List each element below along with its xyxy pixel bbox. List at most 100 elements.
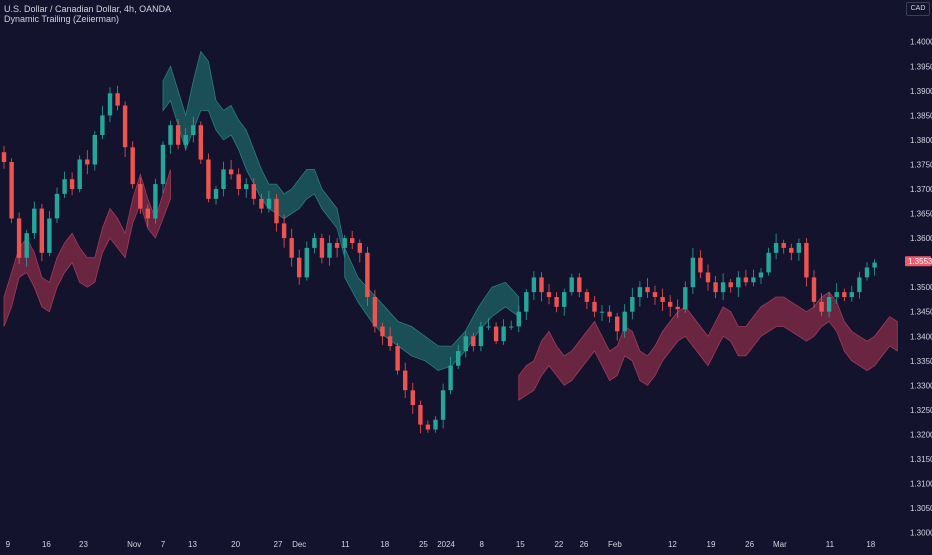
candle bbox=[62, 171, 67, 198]
candle bbox=[864, 262, 870, 281]
candle bbox=[418, 400, 423, 434]
chart-legend: U.S. Dollar / Canadian Dollar, 4h, OANDA… bbox=[4, 4, 171, 24]
symbol-title[interactable]: U.S. Dollar / Canadian Dollar, 4h, OANDA bbox=[4, 4, 172, 14]
price-tick-label: 1.39500 bbox=[910, 62, 932, 71]
candle bbox=[872, 259, 877, 276]
last-price-label: 1.35530 bbox=[908, 257, 932, 266]
indicator-title[interactable]: Dynamic Trailing (Zeiierman) bbox=[4, 14, 120, 24]
lower-trailing-band-segment-2 bbox=[518, 291, 898, 401]
candle bbox=[266, 190, 272, 213]
candle bbox=[811, 270, 817, 308]
candle bbox=[77, 155, 82, 193]
candle bbox=[569, 273, 574, 296]
candle bbox=[9, 158, 14, 224]
candle bbox=[516, 305, 521, 333]
candle bbox=[758, 268, 764, 284]
candle bbox=[69, 172, 75, 196]
time-axis[interactable]: 9 16 23 Nov 7 13 20 27 Dec 11 18 25 2024 8 15 22 26 Feb 12… bbox=[6, 540, 876, 549]
candle bbox=[425, 420, 431, 433]
price-tick-label: 1.31000 bbox=[910, 480, 932, 489]
time-tick-label: 18 bbox=[866, 540, 875, 549]
candle bbox=[842, 288, 847, 302]
candle bbox=[539, 272, 544, 302]
time-tick-label: 9 bbox=[6, 540, 11, 549]
candle bbox=[599, 305, 605, 321]
candle bbox=[168, 120, 173, 154]
lower-trailing-band-segment-1 bbox=[3, 169, 171, 327]
candle bbox=[334, 238, 340, 258]
candle bbox=[834, 283, 839, 304]
candle bbox=[826, 291, 832, 318]
price-tick-label: 1.35000 bbox=[910, 283, 932, 292]
candle bbox=[637, 281, 643, 307]
candle bbox=[100, 105, 105, 140]
candle bbox=[615, 312, 620, 341]
candle bbox=[350, 231, 355, 249]
price-tick-label: 1.33000 bbox=[910, 381, 932, 390]
candle bbox=[433, 416, 438, 433]
time-tick-label: Feb bbox=[608, 540, 622, 549]
candle bbox=[1, 145, 7, 169]
trailing-bands bbox=[3, 50, 898, 401]
candle bbox=[577, 273, 582, 298]
price-axis[interactable]: 1.40000 1.39500 1.39000 1.38500 1.38000 1.375… bbox=[905, 38, 932, 538]
candle bbox=[54, 187, 60, 223]
candle bbox=[698, 250, 703, 279]
candle bbox=[312, 232, 317, 254]
candle bbox=[592, 295, 597, 318]
upper-trailing-band-segment-1 bbox=[162, 50, 346, 258]
candle bbox=[819, 293, 824, 316]
candle bbox=[607, 305, 612, 323]
currency-label[interactable]: CAD bbox=[906, 2, 930, 16]
candle bbox=[804, 238, 809, 287]
candle bbox=[524, 289, 529, 320]
candle bbox=[668, 295, 673, 317]
candle bbox=[138, 177, 143, 214]
candle bbox=[705, 264, 711, 291]
price-tick-label: 1.37500 bbox=[910, 161, 932, 170]
candle bbox=[357, 239, 362, 263]
time-tick-label: 19 bbox=[707, 540, 716, 549]
price-tick-label: 1.34500 bbox=[910, 308, 932, 317]
time-tick-label: 25 bbox=[419, 540, 428, 549]
candle bbox=[274, 194, 279, 232]
candle bbox=[259, 194, 264, 214]
candle bbox=[122, 101, 128, 157]
candle bbox=[773, 233, 779, 260]
candle bbox=[766, 247, 771, 276]
candle bbox=[228, 159, 234, 180]
price-tick-label: 1.39000 bbox=[910, 87, 932, 96]
candle bbox=[39, 203, 44, 262]
time-tick-label: 11 bbox=[826, 540, 835, 549]
candle bbox=[206, 153, 211, 203]
candle bbox=[32, 201, 37, 239]
candle bbox=[652, 285, 658, 305]
candle bbox=[236, 168, 241, 196]
candle bbox=[342, 235, 347, 254]
candle bbox=[387, 327, 393, 351]
candle bbox=[584, 288, 590, 309]
candle bbox=[720, 273, 726, 300]
candle bbox=[622, 304, 627, 338]
candle bbox=[645, 278, 650, 298]
candle bbox=[751, 269, 756, 287]
candle bbox=[319, 233, 325, 264]
time-tick-label: 8 bbox=[479, 540, 484, 549]
price-tick-label: 1.37000 bbox=[910, 185, 932, 194]
candle bbox=[372, 290, 378, 333]
time-tick-label: 27 bbox=[274, 540, 283, 549]
candle bbox=[781, 239, 786, 254]
candle bbox=[478, 321, 484, 352]
time-tick-label: 16 bbox=[42, 540, 51, 549]
candle bbox=[683, 281, 688, 313]
candle bbox=[395, 343, 400, 375]
candle bbox=[493, 322, 499, 345]
candle bbox=[153, 178, 158, 224]
candles bbox=[1, 85, 877, 434]
candle bbox=[92, 131, 97, 171]
candle bbox=[130, 141, 135, 189]
candle bbox=[380, 322, 385, 345]
time-tick-label: 13 bbox=[188, 540, 197, 549]
